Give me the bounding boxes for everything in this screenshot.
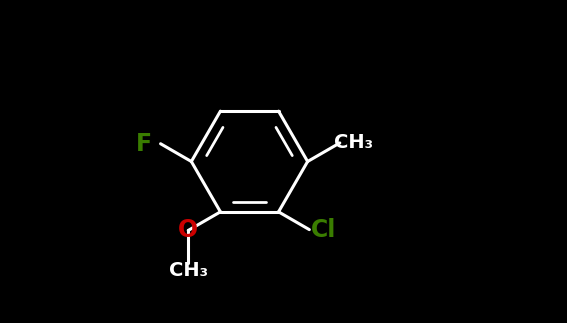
Text: CH₃: CH₃ (169, 261, 208, 280)
Text: Cl: Cl (311, 218, 336, 242)
Text: O: O (178, 218, 198, 243)
Text: F: F (136, 132, 151, 156)
Text: CH₃: CH₃ (335, 133, 374, 152)
